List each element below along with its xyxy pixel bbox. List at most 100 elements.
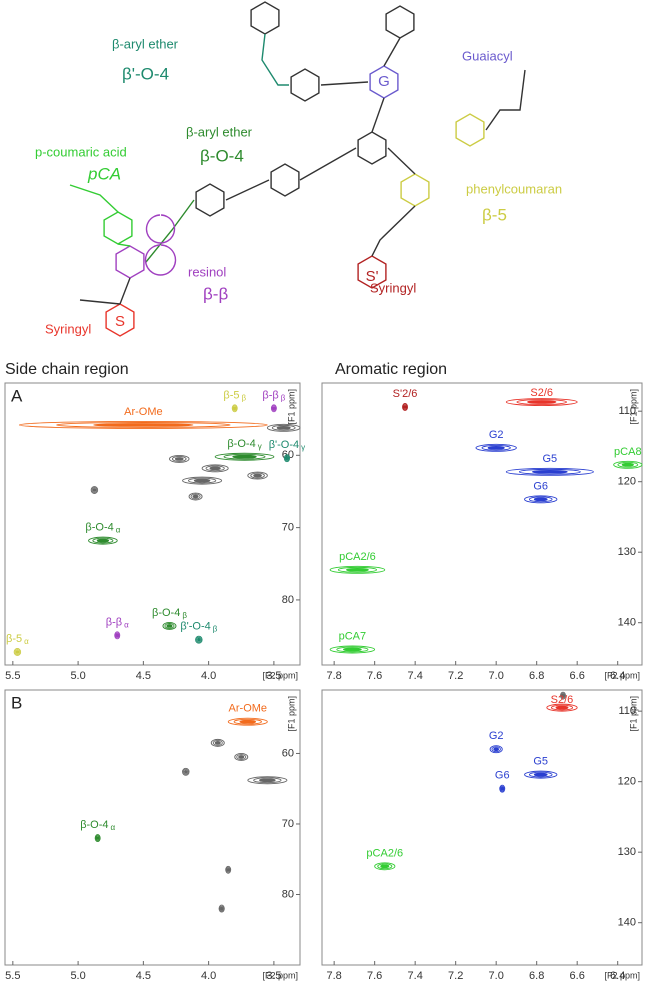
contour — [88, 536, 118, 545]
bond — [320, 81, 369, 86]
peak-name: G6 — [533, 480, 548, 492]
contour — [329, 565, 386, 574]
contour — [489, 745, 503, 754]
peak-name: G2 — [489, 730, 504, 742]
peak-label: G5 — [533, 756, 548, 768]
contour — [238, 755, 245, 759]
contour — [233, 406, 237, 411]
x-tick-label: 6.8 — [529, 970, 544, 982]
x-tick-label: 7.8 — [327, 670, 342, 682]
ring — [105, 303, 135, 337]
peak-label: G2 — [489, 429, 504, 441]
label: β-5 — [482, 205, 507, 224]
peak-name: β'-O-4 — [269, 439, 299, 451]
peak-label: S2/6 — [551, 694, 574, 706]
contour — [218, 904, 225, 913]
contour — [285, 456, 289, 461]
contour — [516, 399, 568, 405]
peak-label: pCA8 — [614, 446, 642, 458]
contour — [92, 488, 97, 492]
y-tick-label: 80 — [282, 888, 294, 900]
peak-label: β-O-4 β — [152, 607, 187, 620]
contour — [253, 777, 282, 784]
contour — [266, 423, 301, 432]
contour — [115, 633, 119, 638]
peak-name: pCA8 — [614, 446, 642, 458]
x-tick-label: 6.6 — [570, 970, 585, 982]
bond — [145, 214, 176, 244]
contour — [481, 444, 511, 451]
peak-label: β-O-4 α — [80, 819, 115, 832]
y-tick-label: 120 — [618, 776, 636, 788]
contour — [14, 649, 21, 655]
contour — [533, 772, 548, 777]
bond — [383, 37, 401, 67]
label: Guaiacyl — [462, 48, 513, 63]
contour — [336, 646, 369, 653]
label: β-β — [203, 284, 228, 303]
peak-subscript: β — [213, 625, 218, 634]
y-tick-label: 80 — [282, 594, 294, 606]
panel-letter: B — [11, 693, 22, 712]
label: β-aryl ether — [112, 36, 179, 51]
peak-label: β-β β — [262, 389, 285, 402]
contour — [220, 906, 224, 911]
bond — [79, 299, 121, 305]
peak-name: Ar-OMe — [229, 703, 268, 715]
contour — [18, 420, 268, 429]
x-tick-label: 7.2 — [448, 970, 463, 982]
contour — [613, 460, 643, 469]
contour — [617, 461, 639, 468]
contour — [283, 454, 291, 463]
bond — [69, 184, 119, 213]
contour — [95, 835, 100, 841]
peak-label: β-5 α — [6, 633, 29, 646]
peak-name: β-O-4 — [85, 522, 113, 534]
y-axis-label: [F1 ppm] — [286, 389, 296, 425]
contour — [560, 691, 566, 700]
contour — [115, 632, 120, 639]
y-tick-label: 110 — [618, 405, 636, 417]
contour — [337, 566, 378, 573]
peak-subscript: γ — [301, 443, 305, 452]
contour — [201, 464, 229, 473]
bond — [387, 147, 416, 175]
contour — [377, 863, 393, 870]
contour — [505, 398, 578, 406]
ring — [385, 5, 415, 39]
ring — [195, 183, 225, 217]
contour — [205, 465, 225, 472]
bond — [145, 199, 195, 263]
y-tick-label: 110 — [618, 705, 636, 717]
contour — [271, 424, 296, 431]
contour — [232, 454, 257, 459]
contour — [190, 493, 201, 500]
contour — [91, 487, 98, 493]
contour — [475, 443, 517, 452]
ring-label: S' — [366, 268, 379, 285]
peak-label: G6 — [533, 480, 548, 492]
peak-label: S2/6 — [530, 387, 553, 399]
peak-subscript: α — [124, 620, 129, 629]
y-axis-label: [F1 ppm] — [628, 389, 638, 425]
y-tick-label: 130 — [618, 846, 636, 858]
contour — [13, 648, 22, 656]
x-axis-label: [F2 ppm] — [604, 670, 640, 680]
peak-subscript: β — [281, 393, 286, 402]
peak-label: G5 — [543, 453, 558, 465]
peak-label: Ar-OMe — [229, 703, 268, 715]
peak-label: pCA7 — [339, 630, 367, 642]
contour — [239, 719, 257, 724]
ring — [103, 211, 133, 245]
bond — [371, 205, 416, 257]
peak-label: S'2/6 — [393, 388, 418, 400]
peak-name: β-O-4 — [152, 607, 180, 619]
contour — [56, 422, 231, 428]
label: resinol — [188, 264, 226, 279]
peak-name: β-O-4 — [227, 438, 255, 450]
lignin-structure — [69, 1, 526, 337]
contour — [550, 704, 574, 711]
bond — [299, 147, 357, 181]
x-tick-label: 7.6 — [367, 670, 382, 682]
